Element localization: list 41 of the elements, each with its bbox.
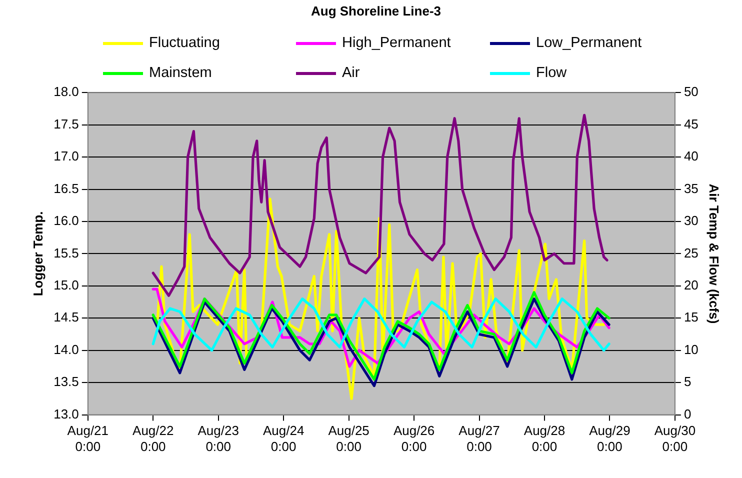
legend-label: Fluctuating bbox=[149, 35, 220, 51]
y-tick-label: 14.5 bbox=[54, 310, 79, 325]
y-tick-label: 16.0 bbox=[54, 213, 79, 228]
y-tick-label: 16.5 bbox=[54, 180, 79, 196]
y2-tick-label: 25 bbox=[684, 245, 698, 260]
y-tick-label: 15.5 bbox=[54, 245, 79, 260]
y2-tick-label: 45 bbox=[684, 116, 698, 132]
x-tick-label: Aug/25 0:00 bbox=[328, 423, 370, 454]
y2-tick-label: 20 bbox=[684, 278, 698, 292]
y-tick-label: 17.5 bbox=[54, 116, 79, 132]
y-tick-label: 14.0 bbox=[54, 342, 79, 357]
y-axis-title: Logger Temp. bbox=[30, 211, 46, 296]
y2-tick-label: 30 bbox=[684, 213, 698, 228]
legend-label: High_Permanent bbox=[342, 35, 451, 51]
x-tick-label: Aug/22 0:00 bbox=[132, 423, 174, 454]
y2-axis-title: Air Temp & Flow (kcfs) bbox=[706, 184, 722, 324]
y2-tick-label: 40 bbox=[684, 148, 698, 164]
legend-label: Air bbox=[342, 65, 360, 81]
x-tick-label: Aug/28 0:00 bbox=[524, 423, 566, 454]
y-tick-label: 13.5 bbox=[54, 374, 79, 390]
y2-tick-label: 15 bbox=[684, 310, 698, 325]
y-tick-label: 17.0 bbox=[54, 148, 79, 164]
y-tick-label: 18.0 bbox=[54, 84, 79, 100]
y2-tick-label: 35 bbox=[684, 180, 698, 196]
legend-label: Mainstem bbox=[149, 65, 212, 81]
y2-tick-label: 10 bbox=[684, 342, 698, 357]
x-tick-label: Aug/29 0:00 bbox=[589, 423, 630, 454]
legend-label: Low_Permanent bbox=[536, 35, 642, 51]
x-tick-label: Aug/27 0:00 bbox=[458, 423, 500, 454]
x-tick-label: Aug/21 0:00 bbox=[67, 423, 109, 454]
x-tick-label: Aug/24 0:00 bbox=[262, 423, 304, 454]
x-tick-label: Aug/30 0:00 bbox=[654, 423, 696, 454]
y2-tick-label: 0 bbox=[684, 406, 692, 422]
y-tick-label: 15.0 bbox=[54, 278, 79, 292]
y2-tick-label: 50 bbox=[684, 84, 698, 100]
y2-tick-label: 5 bbox=[684, 374, 692, 390]
x-tick-label: Aug/26 0:00 bbox=[393, 423, 435, 454]
legend-label: Flow bbox=[536, 65, 567, 81]
y-tick-label: 13.0 bbox=[54, 406, 79, 422]
x-tick-label: Aug/23 0:00 bbox=[198, 423, 239, 454]
chart-title: Aug Shoreline Line-3 bbox=[310, 3, 442, 18]
